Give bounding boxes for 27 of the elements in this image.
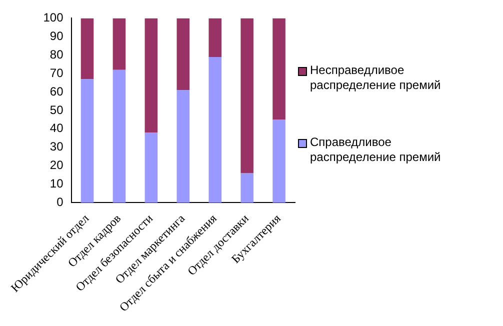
bar — [80, 79, 94, 203]
bar — [272, 120, 286, 203]
y-tick-label: 0 — [56, 195, 64, 210]
y-tick-label: 10 — [50, 176, 64, 191]
y-tick-label: 40 — [50, 121, 64, 136]
bar — [112, 70, 126, 203]
y-tick-label: 90 — [50, 28, 64, 43]
bar — [208, 18, 222, 57]
y-tick-label: 50 — [50, 102, 64, 117]
bar — [176, 90, 190, 203]
bar — [144, 132, 158, 203]
y-tick-label: 100 — [43, 10, 64, 25]
y-tick-label: 70 — [50, 66, 64, 80]
bar — [272, 18, 286, 120]
y-tick-label: 30 — [50, 140, 64, 154]
y-tick-label: 60 — [50, 84, 64, 98]
bar — [80, 18, 94, 80]
bar — [112, 18, 126, 70]
bar — [240, 173, 254, 203]
legend-label: Несправедливое распределение премий — [310, 63, 442, 93]
bar — [176, 18, 190, 90]
legend-label: Справедливое распределение премий — [310, 135, 442, 165]
bar — [240, 18, 254, 174]
bar — [208, 56, 222, 203]
y-tick-label: 20 — [50, 158, 64, 172]
bar — [144, 18, 158, 133]
y-tick-label: 80 — [50, 47, 64, 62]
